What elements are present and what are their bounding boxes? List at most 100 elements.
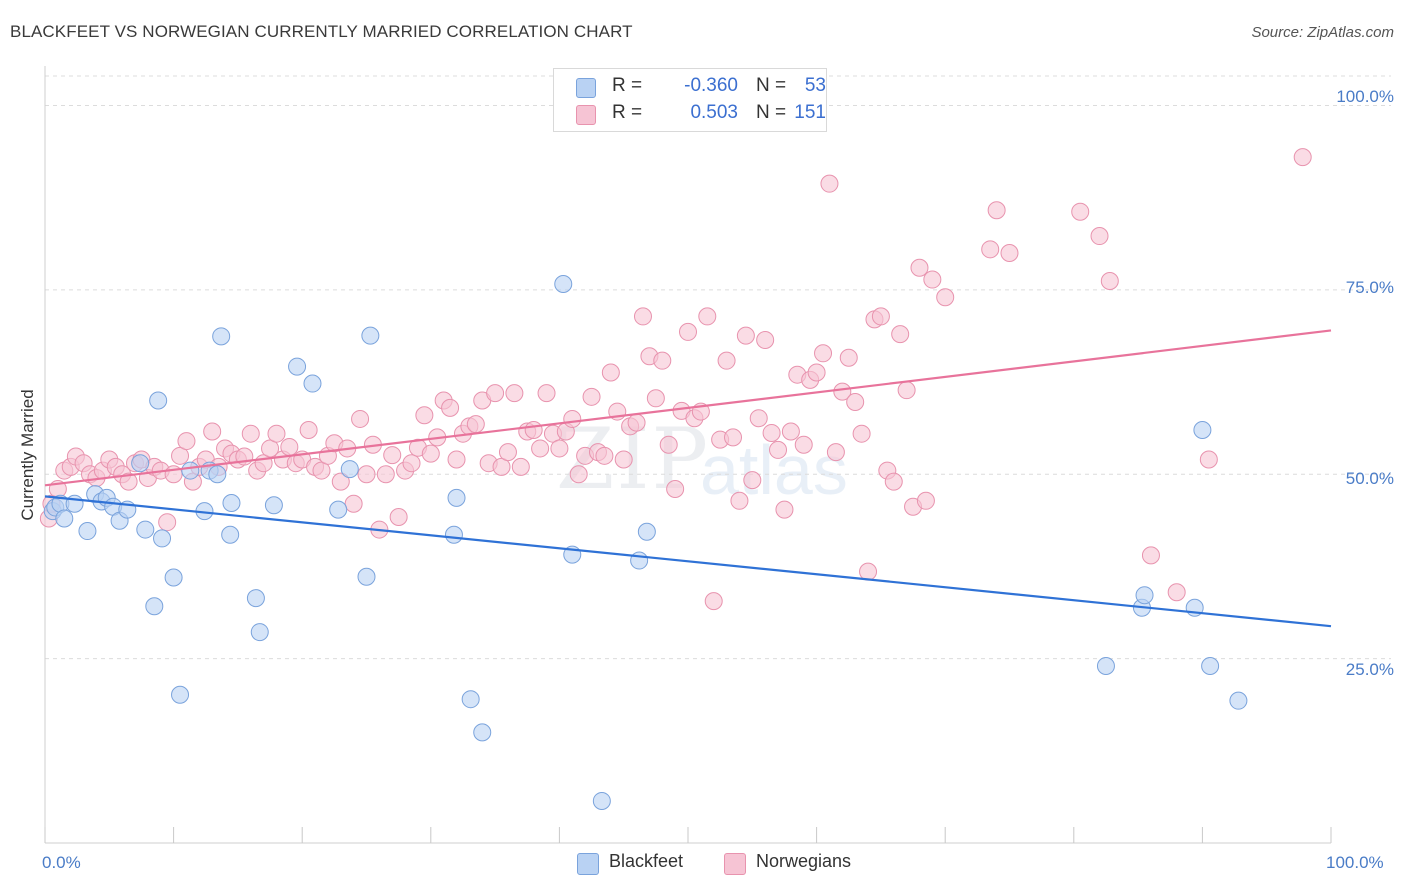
blackfeet-swatch bbox=[576, 78, 596, 98]
blackfeet-point bbox=[288, 357, 307, 376]
blackfeet-point bbox=[1193, 421, 1212, 439]
norwegians-point bbox=[447, 450, 466, 469]
norwegians-point bbox=[1000, 244, 1019, 262]
r-value: 0.503 bbox=[690, 102, 738, 123]
norwegians-point bbox=[826, 443, 845, 462]
blackfeet-point bbox=[329, 500, 348, 519]
blackfeet-point bbox=[164, 568, 183, 587]
norwegians-point bbox=[762, 423, 781, 442]
norwegians-point bbox=[704, 592, 723, 611]
norwegians-point bbox=[177, 432, 196, 451]
norwegians-point bbox=[839, 348, 858, 367]
blackfeet-point bbox=[250, 623, 269, 642]
norwegians-point bbox=[807, 363, 826, 382]
r-label: R = bbox=[612, 102, 643, 123]
norwegians-point bbox=[717, 351, 736, 370]
n-value: 151 bbox=[794, 102, 826, 123]
blackfeet-point bbox=[340, 460, 359, 479]
norwegians-point bbox=[531, 439, 550, 458]
norwegians-point bbox=[119, 472, 138, 491]
legend-label-norwegians: Norwegians bbox=[756, 851, 852, 871]
norwegians-point bbox=[1293, 148, 1312, 167]
norwegians-point bbox=[698, 307, 717, 326]
norwegians-point bbox=[833, 382, 852, 401]
blackfeet-point bbox=[181, 461, 200, 480]
norwegians-point bbox=[614, 450, 633, 469]
norwegians-point bbox=[659, 435, 678, 454]
blackfeet-point bbox=[592, 791, 611, 810]
norwegians-point bbox=[1100, 272, 1119, 291]
chart-title: BLACKFEET VS NORWEGIAN CURRENTLY MARRIED… bbox=[10, 22, 633, 41]
norwegians-point bbox=[550, 439, 569, 458]
norwegians-point bbox=[351, 409, 370, 428]
blackfeet-point bbox=[637, 522, 656, 541]
n-label: N = bbox=[756, 75, 787, 96]
blackfeet-point bbox=[303, 374, 322, 393]
axes bbox=[44, 66, 1332, 844]
y-tick-label: 100.0% bbox=[1336, 87, 1394, 106]
norwegians-point bbox=[936, 288, 955, 307]
blackfeet-point bbox=[554, 274, 573, 293]
norwegians-point bbox=[1199, 450, 1218, 469]
norwegians-point bbox=[679, 322, 697, 341]
norwegians-point bbox=[498, 443, 517, 462]
blackfeet-point bbox=[221, 525, 240, 544]
blackfeet-point bbox=[149, 391, 168, 410]
norwegians-point bbox=[814, 344, 833, 363]
blackfeet-point bbox=[361, 326, 380, 345]
blackfeet-trend-line bbox=[44, 495, 1332, 628]
norwegians-point bbox=[910, 258, 929, 277]
norwegians-point bbox=[1141, 546, 1160, 565]
blackfeet-point bbox=[222, 494, 241, 513]
norwegians-point bbox=[775, 500, 794, 519]
norwegians-point bbox=[344, 494, 363, 513]
norwegians-point bbox=[981, 240, 1000, 259]
y-tick-label: 50.0% bbox=[1345, 469, 1394, 488]
norwegians-point bbox=[486, 384, 505, 403]
norwegians-trend-line bbox=[44, 329, 1332, 487]
blackfeet-swatch bbox=[577, 853, 599, 875]
x-tick-label: 0.0% bbox=[42, 853, 81, 872]
norwegians-point bbox=[646, 389, 665, 408]
trend-lines bbox=[44, 329, 1332, 628]
norwegians-point bbox=[402, 454, 421, 473]
blackfeet-point bbox=[1135, 586, 1154, 605]
y-tick-label: 75.0% bbox=[1345, 278, 1394, 297]
blackfeet-point bbox=[55, 509, 74, 528]
norwegians-point bbox=[756, 331, 775, 350]
norwegians-point bbox=[537, 384, 556, 403]
norwegians-point bbox=[1090, 227, 1109, 246]
r-label: R = bbox=[612, 75, 643, 96]
norwegians-point bbox=[389, 508, 408, 527]
norwegians-point bbox=[724, 428, 743, 447]
blackfeet-point bbox=[131, 454, 150, 473]
norwegians-point bbox=[441, 398, 460, 417]
norwegians-point bbox=[158, 513, 177, 532]
norwegians-point bbox=[505, 384, 524, 403]
norwegians-point bbox=[666, 480, 685, 498]
norwegians-point bbox=[846, 392, 865, 411]
norwegians-point bbox=[357, 465, 376, 484]
norwegians-point bbox=[736, 326, 755, 345]
norwegians-point bbox=[280, 437, 299, 456]
n-label: N = bbox=[756, 102, 787, 123]
norwegians-point bbox=[376, 465, 395, 484]
blackfeet-points bbox=[43, 274, 1248, 810]
blackfeet-point bbox=[444, 525, 463, 544]
norwegians-point bbox=[383, 446, 402, 465]
norwegians-point bbox=[582, 387, 601, 406]
norwegians-point bbox=[769, 440, 788, 459]
norwegians-point bbox=[852, 424, 871, 443]
norwegians-point bbox=[203, 422, 222, 441]
blackfeet-point bbox=[1201, 657, 1220, 675]
y-axis-label: Currently Married bbox=[18, 389, 37, 521]
norwegians-point bbox=[897, 381, 916, 400]
blackfeet-point bbox=[1096, 657, 1115, 675]
norwegians-point bbox=[987, 201, 1006, 220]
norwegians-point bbox=[241, 424, 260, 443]
norwegians-point bbox=[653, 351, 672, 370]
norwegians-point bbox=[415, 406, 434, 425]
blackfeet-point bbox=[264, 496, 283, 515]
norwegians-point bbox=[299, 421, 318, 439]
